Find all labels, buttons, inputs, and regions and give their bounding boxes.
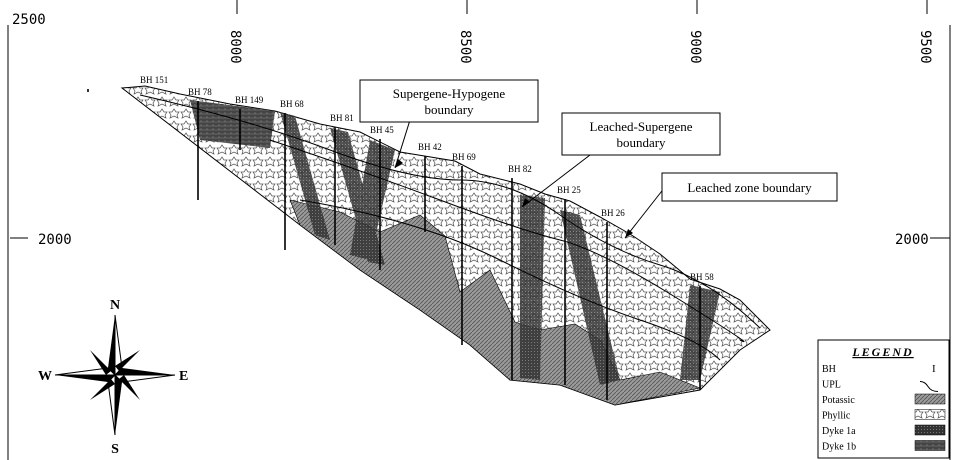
y-axis-label: 2000	[38, 232, 72, 248]
borehole-label: BH 149	[235, 95, 264, 105]
compass: N S E W	[38, 298, 188, 457]
borehole-label: BH 82	[508, 164, 532, 174]
legend-item: Dyke 1b	[822, 442, 856, 453]
callout-text: Leached-Supergene	[590, 119, 693, 134]
x-axis-label: 9500	[917, 30, 933, 64]
callout-text: Leached zone boundary	[687, 180, 812, 195]
legend-item: Potassic	[822, 395, 855, 406]
legend-item: Dyke 1a	[822, 426, 856, 437]
cross-section: Supergene-HypogeneboundaryLeached-Superg…	[0, 0, 955, 460]
borehole-label: BH 45	[370, 125, 394, 135]
compass-south: S	[111, 442, 119, 457]
borehole-label: BH 78	[188, 87, 212, 97]
borehole-label: BH 25	[557, 185, 581, 195]
compass-west: W	[38, 369, 52, 384]
callout-text: boundary	[616, 135, 666, 150]
callout-text: Supergene-Hypogene	[393, 86, 506, 101]
borehole-label: BH 68	[280, 99, 304, 109]
legend-swatch	[915, 441, 945, 451]
callout-arrow	[625, 187, 665, 238]
legend: LEGEND BH I UPL Potassic Phyllic Dyke 1a Dyke …	[818, 340, 949, 458]
legend-symbol: I	[932, 363, 936, 375]
legend-title: LEGEND	[851, 345, 913, 359]
borehole-label: BH 58	[690, 272, 714, 282]
x-axis-label: 8500	[457, 30, 473, 64]
y-axis-label: 2500	[12, 12, 46, 28]
legend-item: UPL	[822, 380, 841, 391]
borehole-label: BH 69	[452, 152, 476, 162]
compass-east: E	[179, 369, 188, 384]
y-axis-label: 2000	[895, 232, 929, 248]
borehole-label: BH 42	[418, 142, 442, 152]
borehole-label: BH 26	[601, 208, 625, 218]
legend-item: BH	[822, 364, 836, 375]
callout-text: boundary	[424, 102, 474, 117]
x-axis-label: 9000	[687, 30, 703, 64]
legend-swatch	[915, 425, 945, 435]
legend-item: Phyllic	[822, 411, 851, 422]
legend-swatch	[915, 410, 945, 420]
borehole-label: BH 81	[330, 113, 354, 123]
x-axis-label: 8000	[227, 30, 243, 64]
borehole-label: BH 151	[140, 75, 168, 85]
legend-swatch	[915, 394, 945, 404]
compass-north: N	[110, 298, 120, 313]
